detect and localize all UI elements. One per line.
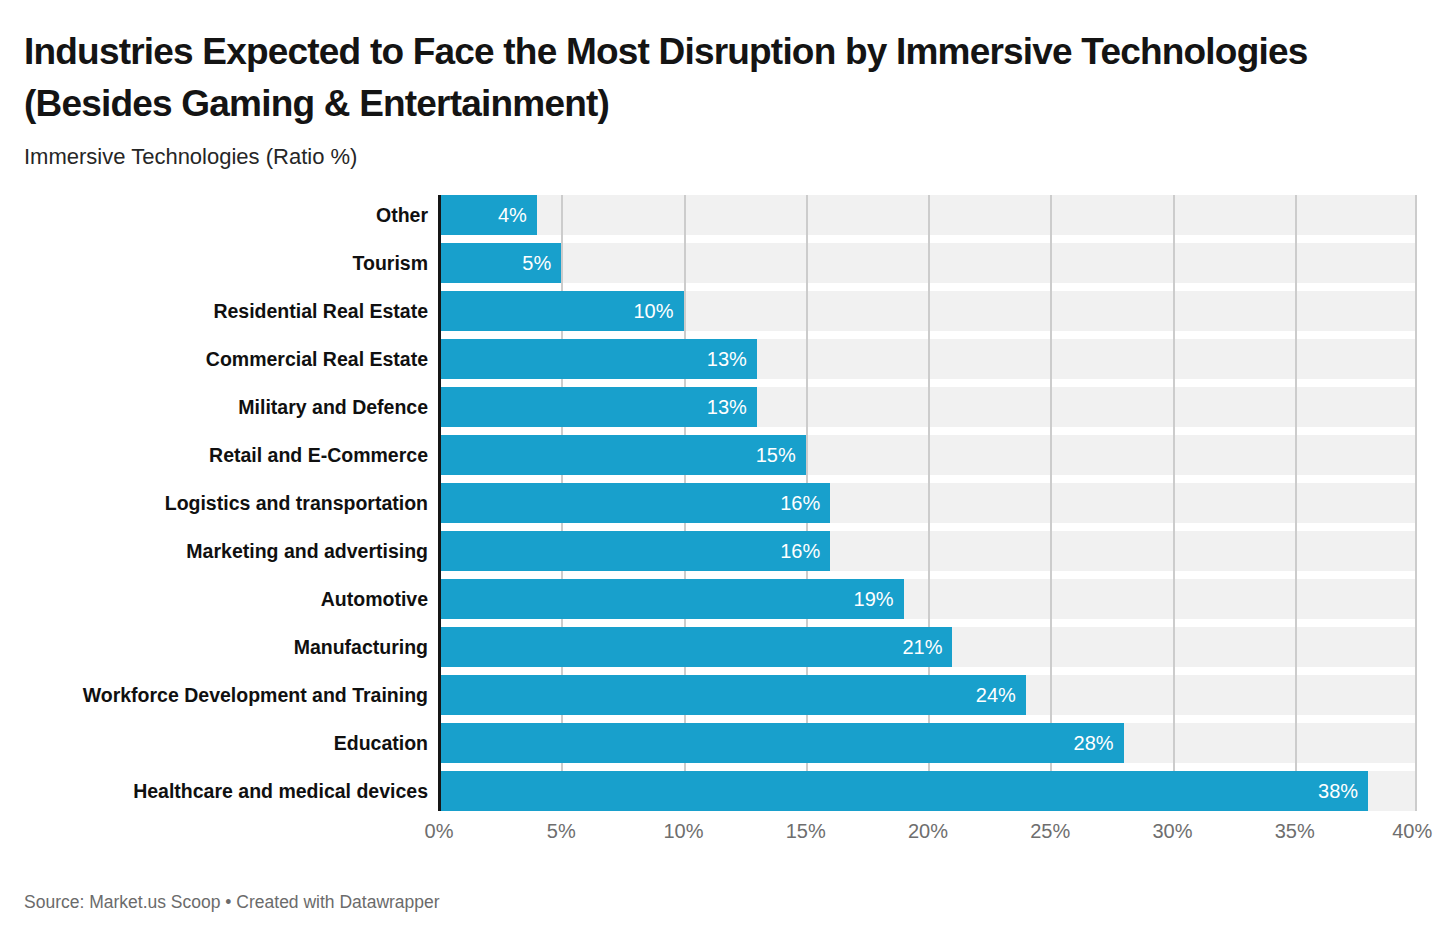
row-track: 16% — [439, 531, 1417, 571]
bar: 16% — [439, 531, 830, 571]
bar: 28% — [439, 723, 1124, 763]
bar: 13% — [439, 339, 757, 379]
row-track: 15% — [439, 435, 1417, 475]
x-tick-label: 15% — [786, 820, 826, 843]
chart-subtitle: Immersive Technologies (Ratio %) — [24, 144, 1416, 170]
row-track: 38% — [439, 771, 1417, 811]
bar-value-label: 19% — [854, 588, 904, 611]
x-axis: 0%5%10%15%20%25%30%35%40% — [439, 820, 1417, 846]
chart-row: Military and Defence 13% — [24, 387, 1417, 427]
category-label: Workforce Development and Training — [24, 675, 439, 715]
chart-page: Industries Expected to Face the Most Dis… — [0, 0, 1440, 932]
source-note: Source: Market.us Scoop • Created with D… — [24, 892, 440, 912]
bar: 24% — [439, 675, 1026, 715]
chart-rows: Other 4% Tourism 5% Residential Real Estate 1… — [24, 195, 1417, 811]
category-label: Tourism — [24, 243, 439, 283]
chart-row: Education 28% — [24, 723, 1417, 763]
bar-value-label: 38% — [1318, 780, 1368, 803]
row-track: 5% — [439, 243, 1417, 283]
bar-value-label: 24% — [976, 684, 1026, 707]
chart-row: Marketing and advertising 16% — [24, 531, 1417, 571]
chart-row: Manufacturing 21% — [24, 627, 1417, 667]
chart-title: Industries Expected to Face the Most Dis… — [24, 26, 1314, 130]
row-track: 13% — [439, 387, 1417, 427]
category-label: Automotive — [24, 579, 439, 619]
chart-row: Residential Real Estate 10% — [24, 291, 1417, 331]
row-track: 21% — [439, 627, 1417, 667]
chart-row: Healthcare and medical devices 38% — [24, 771, 1417, 811]
row-track: 24% — [439, 675, 1417, 715]
bar: 5% — [439, 243, 561, 283]
bar: 19% — [439, 579, 904, 619]
row-track: 4% — [439, 195, 1417, 235]
x-tick-label: 20% — [908, 820, 948, 843]
bar-value-label: 16% — [780, 540, 830, 563]
category-label: Other — [24, 195, 439, 235]
chart-row: Retail and E-Commerce 15% — [24, 435, 1417, 475]
bar: 15% — [439, 435, 806, 475]
bar-value-label: 10% — [633, 300, 683, 323]
chart-footer: Source: Market.us Scoop • Created with D… — [24, 892, 1416, 913]
chart-plot-area: Other 4% Tourism 5% Residential Real Estate 1… — [24, 195, 1417, 811]
bar-value-label: 5% — [522, 252, 561, 275]
category-label: Commercial Real Estate — [24, 339, 439, 379]
chart-row: Logistics and transportation 16% — [24, 483, 1417, 523]
category-label: Marketing and advertising — [24, 531, 439, 571]
bar-value-label: 28% — [1074, 732, 1124, 755]
x-tick-label: 25% — [1030, 820, 1070, 843]
x-tick-label: 5% — [547, 820, 576, 843]
chart-row: Automotive 19% — [24, 579, 1417, 619]
bar: 38% — [439, 771, 1368, 811]
chart-row: Other 4% — [24, 195, 1417, 235]
bar-chart: Other 4% Tourism 5% Residential Real Estate 1… — [24, 195, 1417, 846]
category-label: Military and Defence — [24, 387, 439, 427]
category-label: Education — [24, 723, 439, 763]
bar-value-label: 16% — [780, 492, 830, 515]
x-tick-label: 40% — [1392, 820, 1432, 843]
row-track: 10% — [439, 291, 1417, 331]
category-label: Healthcare and medical devices — [24, 771, 439, 811]
bar-value-label: 15% — [756, 444, 806, 467]
category-label: Residential Real Estate — [24, 291, 439, 331]
bar-value-label: 13% — [707, 348, 757, 371]
bar-value-label: 21% — [902, 636, 952, 659]
row-track: 28% — [439, 723, 1417, 763]
bar-value-label: 13% — [707, 396, 757, 419]
category-label: Retail and E-Commerce — [24, 435, 439, 475]
x-tick-label: 35% — [1275, 820, 1315, 843]
category-label: Manufacturing — [24, 627, 439, 667]
category-label: Logistics and transportation — [24, 483, 439, 523]
x-tick-label: 30% — [1152, 820, 1192, 843]
row-track: 19% — [439, 579, 1417, 619]
bar-value-label: 4% — [498, 204, 537, 227]
row-track: 16% — [439, 483, 1417, 523]
bar: 21% — [439, 627, 952, 667]
y-axis-line — [438, 195, 441, 811]
bar: 10% — [439, 291, 684, 331]
chart-row: Commercial Real Estate 13% — [24, 339, 1417, 379]
x-tick-label: 10% — [663, 820, 703, 843]
x-tick-label: 0% — [425, 820, 454, 843]
chart-row: Workforce Development and Training 24% — [24, 675, 1417, 715]
bar: 4% — [439, 195, 537, 235]
chart-header: Industries Expected to Face the Most Dis… — [24, 26, 1416, 170]
bar: 16% — [439, 483, 830, 523]
chart-row: Tourism 5% — [24, 243, 1417, 283]
row-track: 13% — [439, 339, 1417, 379]
bar: 13% — [439, 387, 757, 427]
